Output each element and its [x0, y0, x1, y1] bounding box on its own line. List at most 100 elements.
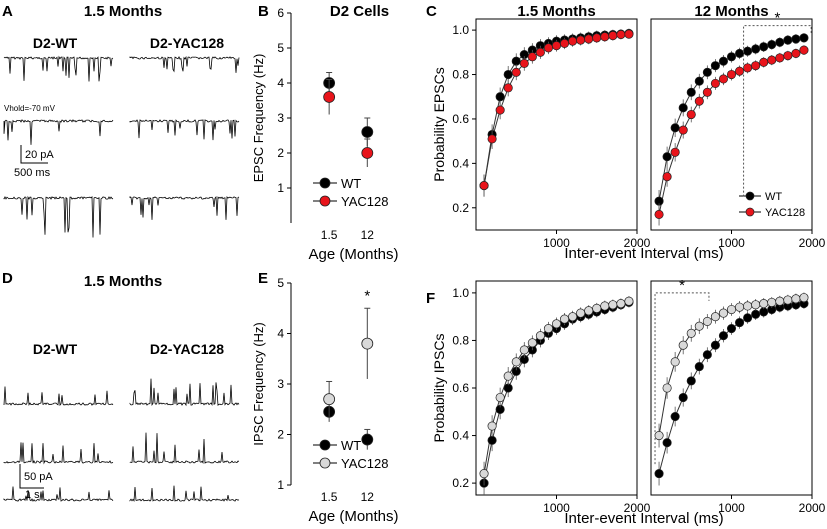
data-point-yac128 — [734, 66, 745, 76]
data-point-yac128 — [511, 67, 521, 77]
data-point-yac128 — [479, 181, 489, 191]
trace-label-wt-top: D2-WT — [33, 35, 78, 51]
y-tick-label: 0.2 — [452, 201, 469, 215]
data-point-yac128 — [495, 392, 505, 403]
data-point-wt — [799, 33, 809, 43]
series-line-yac128 — [658, 297, 805, 436]
y-tick-label: 5 — [277, 276, 284, 290]
data-point-yac128 — [584, 306, 594, 316]
panel-letter-f: F — [426, 290, 435, 307]
series-line-yac128 — [483, 33, 630, 186]
data-point-yac128 — [568, 312, 578, 322]
data-point-yac128 — [662, 383, 672, 393]
y-tick-label: 0.8 — [452, 333, 469, 347]
data-point-yac128 — [576, 35, 586, 45]
data-point-yac128 — [592, 303, 602, 313]
x-tick-label: 12 — [361, 228, 375, 242]
epsc-scale-time: 500 ms — [14, 167, 51, 179]
x-axis-label: Age (Months) — [308, 508, 398, 525]
data-point-yac128 — [670, 147, 680, 157]
data-point-yac128 — [791, 294, 801, 304]
data-point-wt — [710, 61, 720, 71]
legend-label: WT — [341, 438, 361, 453]
data-point-yac128 — [608, 31, 618, 41]
data-point-yac128 — [678, 125, 688, 135]
data-point-yac128 — [616, 29, 626, 40]
data-point-yac128 — [551, 41, 562, 51]
data-point-yac128 — [783, 51, 793, 61]
trace-label-wt-bottom: D2-WT — [33, 341, 78, 357]
x-tick-label: 2000 — [624, 236, 651, 250]
significance-marker: * — [774, 10, 780, 27]
data-point-wt — [743, 313, 753, 323]
trace-label-yac-bottom: D2-YAC128 — [150, 341, 224, 357]
data-point-yac128 — [535, 331, 545, 341]
data-point-wt — [495, 92, 505, 102]
data-point-yac128 — [559, 38, 570, 48]
data-point-yac128 — [718, 308, 728, 318]
data-point-yac128 — [511, 357, 521, 367]
data-point-wt — [710, 340, 720, 350]
y-tick-label: 4 — [277, 76, 284, 90]
y-tick-label: 3 — [277, 377, 284, 391]
data-point-wt — [734, 318, 745, 328]
data-point-wt — [361, 433, 374, 446]
data-point-yac128 — [670, 357, 680, 367]
data-point-yac128 — [751, 300, 761, 310]
x-tick-label: 12 — [361, 490, 375, 504]
x-tick-label: 1000 — [543, 501, 570, 515]
panel-letter-e: E — [258, 270, 268, 287]
ipsc-scale-bar — [19, 464, 44, 489]
data-point-yac128 — [743, 301, 753, 311]
y-tick-label: 0.6 — [452, 112, 469, 126]
legend-marker — [319, 457, 331, 469]
panel-letter-a: A — [2, 3, 13, 20]
data-point-yac128 — [503, 371, 513, 381]
data-point-yac128 — [710, 78, 720, 88]
y-tick-label: 1.0 — [452, 23, 469, 37]
data-point-yac128 — [503, 83, 513, 93]
data-point-yac128 — [799, 293, 809, 303]
data-point-yac128 — [568, 36, 578, 46]
epsc-trace-wt — [3, 119, 114, 145]
y-axis-label: Probability IPSCs — [431, 334, 447, 443]
x-tick-label: 1000 — [543, 236, 570, 250]
x-tick-label: 1000 — [718, 501, 745, 515]
legend-marker — [745, 191, 755, 201]
y-tick-label: 0.2 — [452, 476, 469, 490]
legend-marker — [319, 195, 331, 207]
y-tick-label: 0.4 — [452, 429, 469, 443]
x-tick-label: 1000 — [718, 236, 745, 250]
epsc-scale-bar — [20, 145, 48, 164]
data-point-yac128 — [361, 337, 374, 350]
data-point-wt — [718, 331, 728, 341]
data-point-yac128 — [600, 301, 610, 311]
epsc-trace-wt — [3, 195, 114, 238]
data-point-wt — [702, 67, 712, 77]
data-point-wt — [751, 44, 761, 54]
x-tick-label: 2000 — [799, 501, 826, 515]
data-point-yac128 — [551, 319, 562, 329]
legend-label: YAC128 — [765, 207, 805, 219]
x-tick-label: 1.5 — [321, 490, 338, 504]
data-point-wt — [670, 411, 680, 422]
data-point-yac128 — [686, 109, 696, 120]
data-point-yac128 — [543, 43, 553, 53]
data-point-yac128 — [608, 300, 618, 310]
data-point-wt — [662, 438, 672, 448]
data-point-yac128 — [487, 421, 497, 431]
data-point-yac128 — [519, 345, 529, 355]
data-point-yac128 — [759, 57, 769, 67]
y-tick-label: 0.6 — [452, 381, 469, 395]
data-point-yac128 — [734, 302, 745, 312]
x-tick-label: 2000 — [624, 501, 651, 515]
y-axis-label: Probability EPSCs — [431, 67, 447, 181]
data-point-wt — [654, 469, 664, 479]
data-point-yac128 — [783, 295, 793, 305]
significance-marker: * — [679, 277, 685, 294]
data-point-wt — [759, 42, 769, 52]
ipsc-scale-amp: 50 pA — [24, 471, 53, 483]
trace-label-yac-top: D2-YAC128 — [150, 35, 224, 51]
y-tick-label: 6 — [277, 6, 284, 20]
